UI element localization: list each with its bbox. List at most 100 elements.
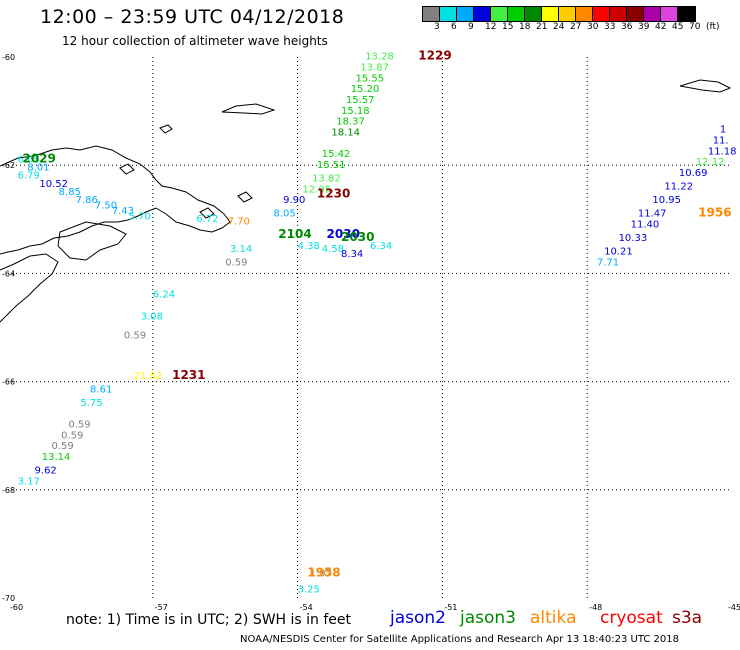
color-scale-bar: [422, 6, 696, 22]
scale-label: 70: [689, 22, 701, 32]
swh-value-label: 8.01: [27, 163, 49, 174]
swh-value-label: 8.05: [273, 209, 295, 220]
swh-value-label: 0.59: [124, 330, 146, 341]
satellite-legend-altika: altika: [530, 608, 577, 628]
units-note: note: 1) Time is in UTC; 2) SWH is in fe…: [66, 612, 352, 628]
scale-label: 42: [655, 22, 667, 32]
swh-value-label: 10.33: [619, 233, 648, 244]
swh-value-label: 5.75: [80, 398, 102, 409]
footer-credit: NOAA/NESDIS Center for Satellite Applica…: [240, 634, 679, 645]
islet-b: [199, 207, 215, 219]
scale-label: 15: [502, 22, 514, 32]
swh-value-label: 15.18: [341, 106, 370, 117]
scale-label: 6: [451, 22, 457, 32]
swh-value-label: 15.20: [351, 84, 380, 95]
swh-value-label: 5.70: [129, 211, 151, 222]
satellite-legend-jason2: jason2: [390, 608, 446, 628]
swh-value-label: 8.34: [341, 249, 363, 260]
swh-value-label: 21.62: [133, 371, 162, 382]
lon-tick-label: -54: [300, 603, 313, 612]
satellite-legend-cryosat: cryosat: [600, 608, 663, 628]
swh-value-label: 18.14: [331, 127, 360, 138]
scale-label: 36: [621, 22, 633, 32]
pass-time-label: 1958: [307, 565, 340, 579]
pass-time-label: 1229: [418, 49, 451, 63]
islet-a: [119, 163, 135, 175]
swh-value-label: 15.57: [346, 95, 375, 106]
map-title: 12:00 – 23:59 UTC 04/12/2018: [40, 6, 345, 28]
swh-value-label: 3.25: [298, 585, 320, 596]
swh-value-label: 3.17: [18, 476, 40, 487]
swh-value-label: 12.05: [302, 184, 331, 195]
swh-value-label: 13.14: [42, 452, 71, 463]
swh-value-label: 10.52: [39, 179, 68, 190]
pass-time-label: 2104: [278, 227, 311, 241]
scale-label: 45: [672, 22, 684, 32]
swh-value-label: 4.38: [298, 241, 320, 252]
scale-label: 33: [604, 22, 616, 32]
scale-label: 12: [485, 22, 497, 32]
lat-tick-label: -66: [2, 378, 15, 387]
scale-swatch: [644, 7, 661, 21]
scale-swatch: [491, 7, 508, 21]
pass-time-label: 2030: [341, 230, 374, 244]
swh-value-label: 13.28: [365, 52, 394, 63]
swh-value-label: 7.70: [228, 217, 250, 228]
scale-swatch: [457, 7, 474, 21]
lon-tick-label: -51: [444, 603, 457, 612]
swh-value-label: 0.59: [51, 441, 73, 452]
scale-swatch: [508, 7, 525, 21]
lat-tick-label: -70: [2, 594, 15, 603]
satellite-legend-s3a: s3a: [672, 608, 703, 628]
swh-value-label: 10.21: [604, 246, 633, 257]
scale-swatch: [440, 7, 457, 21]
coastline-land: [0, 79, 732, 323]
lat-lon-grid: [8, 57, 732, 598]
scale-label: 21: [536, 22, 548, 32]
swh-value-label: 10.95: [652, 195, 681, 206]
peninsula-east-coast: [0, 253, 59, 323]
pass-time-label: 1230: [317, 187, 350, 201]
scale-swatch: [627, 7, 644, 21]
map-subtitle: 12 hour collection of altimeter wave hei…: [62, 34, 328, 48]
scale-swatch: [423, 7, 440, 21]
swh-value-label: 8.85: [59, 187, 81, 198]
swh-value-label: 3.08: [141, 311, 163, 322]
scale-swatch: [593, 7, 610, 21]
lon-tick-label: -60: [10, 603, 23, 612]
swh-value-label: 0.59: [61, 430, 83, 441]
lat-tick-label: -60: [2, 53, 15, 62]
swh-value-label: 1.97: [310, 568, 332, 579]
swh-value-label: 1: [720, 125, 726, 136]
swh-value-label: 9.90: [283, 195, 305, 206]
south-orkney-islands: [679, 79, 732, 93]
longitude-ticks: -60 -57 -54 -51 -48 -45: [10, 603, 740, 612]
lat-tick-label: -68: [2, 486, 15, 495]
small-island-north: [159, 124, 173, 134]
scale-swatch: [542, 7, 559, 21]
satellite-legend-jason3: jason3: [460, 608, 516, 628]
swh-value-label: 11.22: [664, 182, 693, 193]
lon-tick-label: -45: [728, 603, 740, 612]
swh-value-label: 7.50: [95, 200, 117, 211]
james-ross-island: [57, 221, 127, 261]
scale-label: 18: [519, 22, 531, 32]
swh-value-label: 6.79: [18, 171, 40, 182]
wave-height-labels: 13.2813.8715.5515.2015.5715.1818.3718.14…: [18, 52, 737, 596]
scale-swatch: [525, 7, 542, 21]
swh-value-label: 11.40: [631, 219, 660, 230]
swh-value-label: 4.58: [322, 244, 344, 255]
scale-label: 27: [570, 22, 582, 32]
swh-value-label: 7.71: [597, 257, 619, 268]
swh-value-label: 0.59: [68, 420, 90, 431]
swh-value-label: 6.24: [153, 290, 175, 301]
swh-value-label: 3.14: [230, 244, 252, 255]
pass-time-label: 1956: [698, 206, 731, 220]
pass-time-label: 2029: [22, 151, 55, 165]
scale-label: 9: [468, 22, 474, 32]
lon-tick-label: -57: [155, 603, 168, 612]
swh-value-label: 6.72: [196, 214, 218, 225]
scale-swatch: [559, 7, 576, 21]
